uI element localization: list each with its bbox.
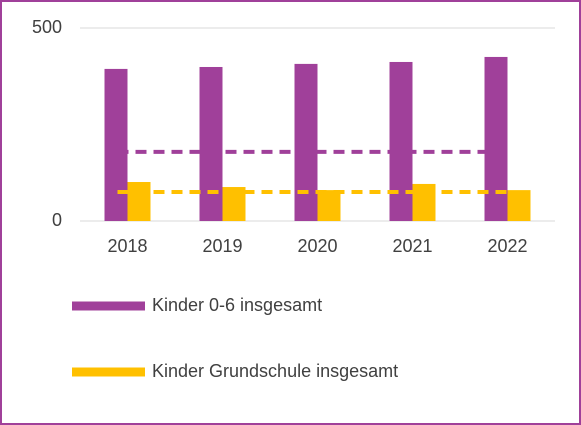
x-tick-label: 2021 bbox=[392, 236, 432, 256]
bar bbox=[199, 66, 223, 222]
y-tick-label: 0 bbox=[52, 210, 62, 230]
bar bbox=[484, 56, 508, 222]
x-tick-label: 2018 bbox=[107, 236, 147, 256]
x-tick-label: 2020 bbox=[297, 236, 337, 256]
x-tick-label: 2019 bbox=[202, 236, 242, 256]
bar bbox=[412, 183, 436, 221]
legend-label: Kinder Grundschule insgesamt bbox=[152, 361, 398, 381]
bar bbox=[104, 68, 128, 221]
bar bbox=[317, 190, 341, 221]
x-tick-label: 2022 bbox=[487, 236, 527, 256]
bar bbox=[222, 187, 246, 221]
bar bbox=[507, 190, 531, 221]
bar bbox=[389, 61, 413, 221]
legend-label: Kinder 0-6 insgesamt bbox=[152, 295, 322, 315]
bar bbox=[127, 182, 151, 221]
bar bbox=[294, 63, 318, 222]
y-tick-label: 500 bbox=[32, 17, 62, 37]
